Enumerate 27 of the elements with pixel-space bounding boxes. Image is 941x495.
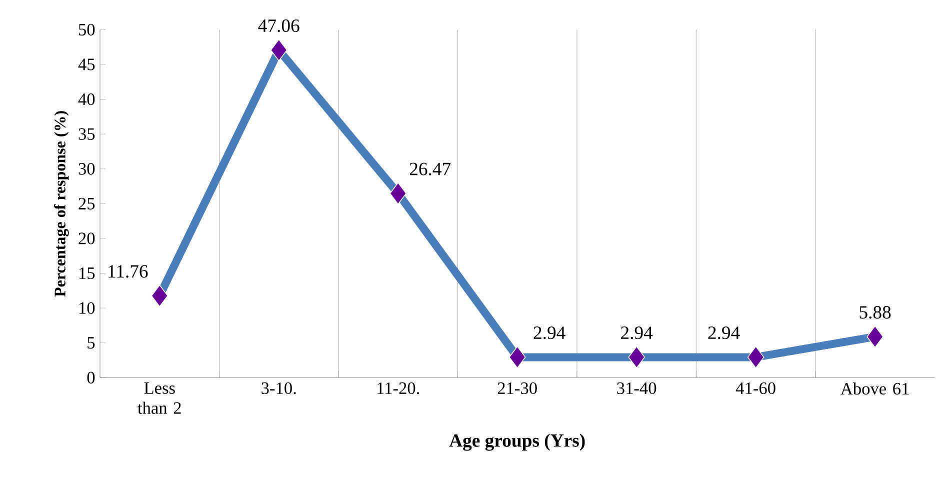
y-tick-label: 35 <box>78 128 95 140</box>
x-tick-label: 11-20. <box>378 382 420 394</box>
data-label: 2.94 <box>534 326 566 340</box>
y-tick-label: 20 <box>78 232 95 244</box>
data-label: 26.47 <box>410 162 451 176</box>
y-tick-label: 30 <box>78 163 95 175</box>
x-axis-title: Age groups (Yrs) <box>449 434 585 451</box>
y-tick-label: 40 <box>78 93 95 106</box>
data-label: 2.94 <box>621 326 653 340</box>
x-tick-label: 41-60 <box>736 382 776 394</box>
y-tick-label: 25 <box>78 198 95 210</box>
x-tick-label: Less than 2 <box>138 382 181 414</box>
y-tick-label: 0 <box>87 372 95 384</box>
data-label: 2.94 <box>708 326 740 340</box>
y-axis-title: Percentage of response (%) <box>54 111 69 297</box>
data-label: 47.06 <box>258 19 300 32</box>
data-label: 5.88 <box>860 306 891 319</box>
y-tick-label: 45 <box>78 58 95 70</box>
y-tick-label: 10 <box>79 302 95 314</box>
x-tick-label: Above 61 <box>840 382 909 395</box>
y-tick-label: 5 <box>88 337 95 349</box>
x-tick-label: 21-30 <box>498 382 537 394</box>
data-label: 11.76 <box>108 265 148 278</box>
x-tick-label: 31-40 <box>617 382 656 394</box>
x-tick-label: 3-10. <box>262 382 296 394</box>
y-tick-label: 50 <box>78 24 95 36</box>
y-tick-label: 15 <box>79 267 95 280</box>
